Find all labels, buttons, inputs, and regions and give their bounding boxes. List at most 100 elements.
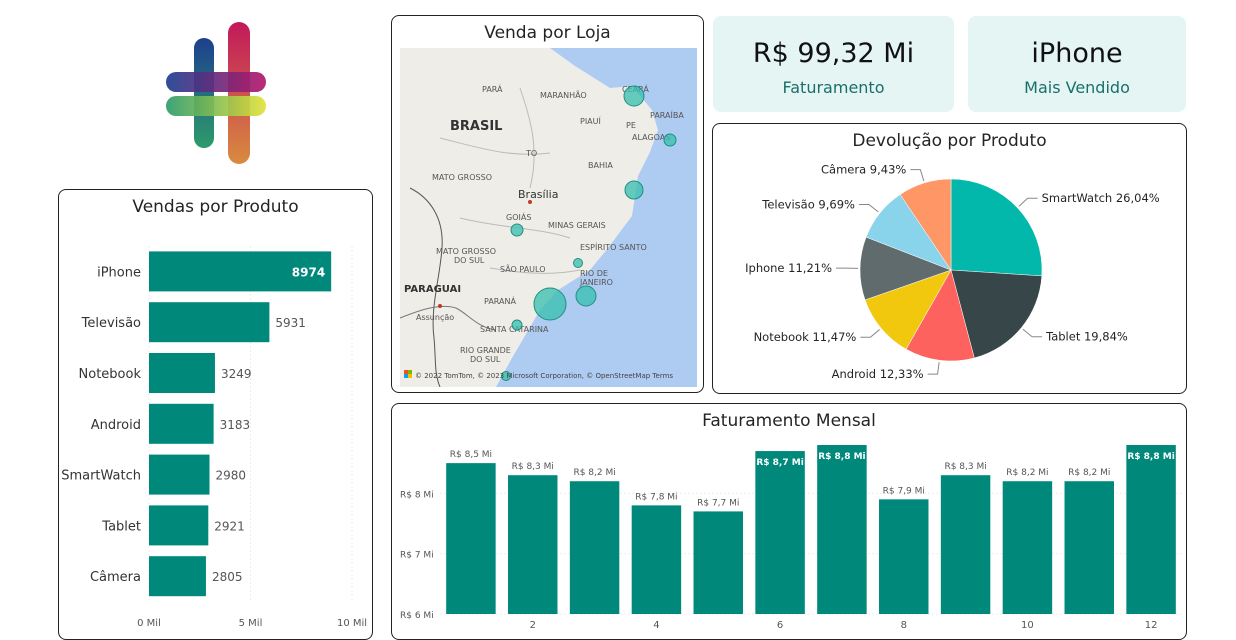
map-label: MARANHÃO	[540, 90, 587, 100]
bar[interactable]	[1126, 445, 1176, 614]
data-label: 3249	[221, 367, 252, 381]
data-label: 5931	[275, 316, 306, 330]
devolucao-por-produto-card[interactable]: Devolução por Produto SmartWatch 26,04% T…	[712, 123, 1187, 394]
pie-slice[interactable]	[905, 269, 975, 362]
store-bubble	[623, 85, 645, 107]
store-bubble	[624, 180, 644, 200]
data-label: R$ 8,2 Mi	[1068, 468, 1110, 478]
x-tick-label: 4	[653, 620, 659, 631]
data-label: R$ 7,9 Mi	[883, 486, 925, 496]
data-label: 2980	[215, 469, 246, 483]
faturamento-value: R$ 99,32 Mi	[752, 38, 915, 69]
x-tick-label: 10 Mil	[337, 618, 367, 629]
map-label: PIAUÍ	[580, 115, 602, 126]
x-tick-label: 6	[777, 620, 783, 631]
bar[interactable]	[149, 505, 209, 546]
bar[interactable]	[817, 445, 867, 614]
bar[interactable]	[149, 454, 210, 495]
data-label: R$ 8,5 Mi	[450, 450, 492, 460]
y-tick-label: R$ 6 Mi	[400, 611, 434, 621]
leader-line	[858, 203, 879, 213]
bar[interactable]	[755, 451, 805, 614]
pie-label: Android 12,33%	[832, 367, 924, 381]
bar[interactable]	[508, 475, 558, 614]
vendas-por-produto-card[interactable]: Vendas por Produto 0 Mil 5 Mil 10 Mil iPhon…	[58, 189, 373, 640]
pie-slice[interactable]	[950, 269, 1043, 359]
store-bubble	[663, 133, 677, 147]
store-bubble	[511, 319, 523, 331]
x-tick-label: 2	[530, 620, 536, 631]
faturamento-mensal-chart: R$ 6 Mi R$ 7 Mi R$ 8 Mi R$ 8,5 Mi R$ 8,3 Mi R…	[400, 445, 1182, 631]
map-label: ESPÍRITO SANTO	[580, 241, 647, 252]
bar[interactable]	[1002, 481, 1053, 614]
y-tick-label: R$ 8 Mi	[400, 490, 434, 500]
map-label: PARAÍBA	[650, 109, 684, 120]
bar[interactable]	[879, 499, 929, 614]
logo-bar	[194, 38, 214, 148]
data-label: 8974	[292, 265, 325, 279]
mais-vendido-kpi-card[interactable]: iPhone Mais Vendido	[968, 16, 1186, 112]
map-label: MATO GROSSO	[436, 247, 496, 256]
map-label: PARÁ	[482, 83, 503, 94]
map-label: Assunção	[416, 313, 454, 322]
map-label: DO SUL	[470, 355, 501, 364]
pie-slice[interactable]	[899, 178, 952, 271]
bar[interactable]	[631, 505, 682, 614]
bar[interactable]	[149, 302, 270, 343]
leader-line	[860, 329, 880, 338]
devolucao-por-produto-chart: SmartWatch 26,04% Tablet 19,84% Android 12…	[745, 163, 1160, 382]
faturamento-label: Faturamento	[782, 78, 885, 97]
pie-label: Tablet 19,84%	[1045, 330, 1128, 344]
pie-label: Iphone 11,21%	[745, 261, 832, 275]
pie-slice[interactable]	[859, 236, 952, 301]
vendas-por-produto-chart: 0 Mil 5 Mil 10 Mil iPhone 8974 Televisão 5931 N…	[61, 246, 367, 629]
store-bubble	[510, 223, 524, 237]
leader-line	[927, 362, 940, 375]
map-label: PE	[626, 121, 636, 130]
bar[interactable]	[693, 511, 743, 614]
map-border	[400, 305, 497, 331]
data-label: 2921	[214, 519, 245, 533]
faturamento-kpi-card[interactable]: R$ 99,32 Mi Faturamento	[713, 16, 954, 112]
devolucao-por-produto-title: Devolução por Produto	[852, 131, 1047, 151]
pie-label: SmartWatch 26,04%	[1042, 191, 1160, 205]
bar[interactable]	[149, 353, 215, 393]
bar[interactable]	[149, 556, 206, 597]
map-river	[409, 187, 443, 387]
pie-slice[interactable]	[864, 269, 952, 350]
map-label: GOIÁS	[506, 211, 531, 222]
bar[interactable]	[446, 463, 496, 614]
bar[interactable]	[149, 251, 332, 292]
map-label: Brasília	[518, 188, 558, 201]
venda-por-loja-card[interactable]: Venda por Loja PARÁ MARANHÃO CEARÁ PIAUÍ…	[391, 15, 704, 393]
data-label: R$ 8,8 Mi	[818, 452, 865, 462]
bar[interactable]	[1064, 481, 1114, 614]
map-capital-dot	[528, 200, 532, 204]
pie-label: Câmera 9,43%	[821, 163, 906, 177]
map-label: BRASIL	[450, 119, 502, 134]
store-bubble	[573, 258, 583, 268]
pie-slice[interactable]	[950, 178, 1043, 277]
map-label: SÃO PAULO	[500, 264, 546, 274]
store-bubble	[533, 287, 567, 321]
logo-bar	[166, 96, 266, 116]
bar[interactable]	[149, 403, 214, 444]
data-label: R$ 8,2 Mi	[1006, 468, 1048, 478]
map-border	[439, 87, 581, 274]
bar[interactable]	[940, 475, 991, 614]
store-bubble	[501, 371, 511, 381]
map-label: RIO GRANDE	[460, 346, 511, 355]
bar[interactable]	[569, 481, 620, 614]
map-area[interactable]: PARÁ MARANHÃO CEARÁ PIAUÍ PARAÍBA PE ALA…	[400, 48, 697, 387]
company-logo	[166, 22, 266, 164]
data-label: 2805	[212, 570, 243, 584]
category-label: SmartWatch	[61, 469, 141, 484]
faturamento-mensal-card[interactable]: Faturamento Mensal R$ 6 Mi R$ 7 Mi R$ 8 Mi…	[391, 403, 1187, 640]
x-tick-label: 10	[1021, 620, 1034, 631]
map-label: ALAGOAS	[632, 133, 670, 142]
leader-line	[1022, 328, 1043, 338]
data-label: 3183	[220, 418, 251, 432]
bing-logo-icon	[404, 370, 412, 378]
map-label: RIO DE	[580, 269, 608, 278]
map-attribution[interactable]: © 2022 TomTom, © 2023 Microsoft Corporat…	[415, 372, 673, 380]
